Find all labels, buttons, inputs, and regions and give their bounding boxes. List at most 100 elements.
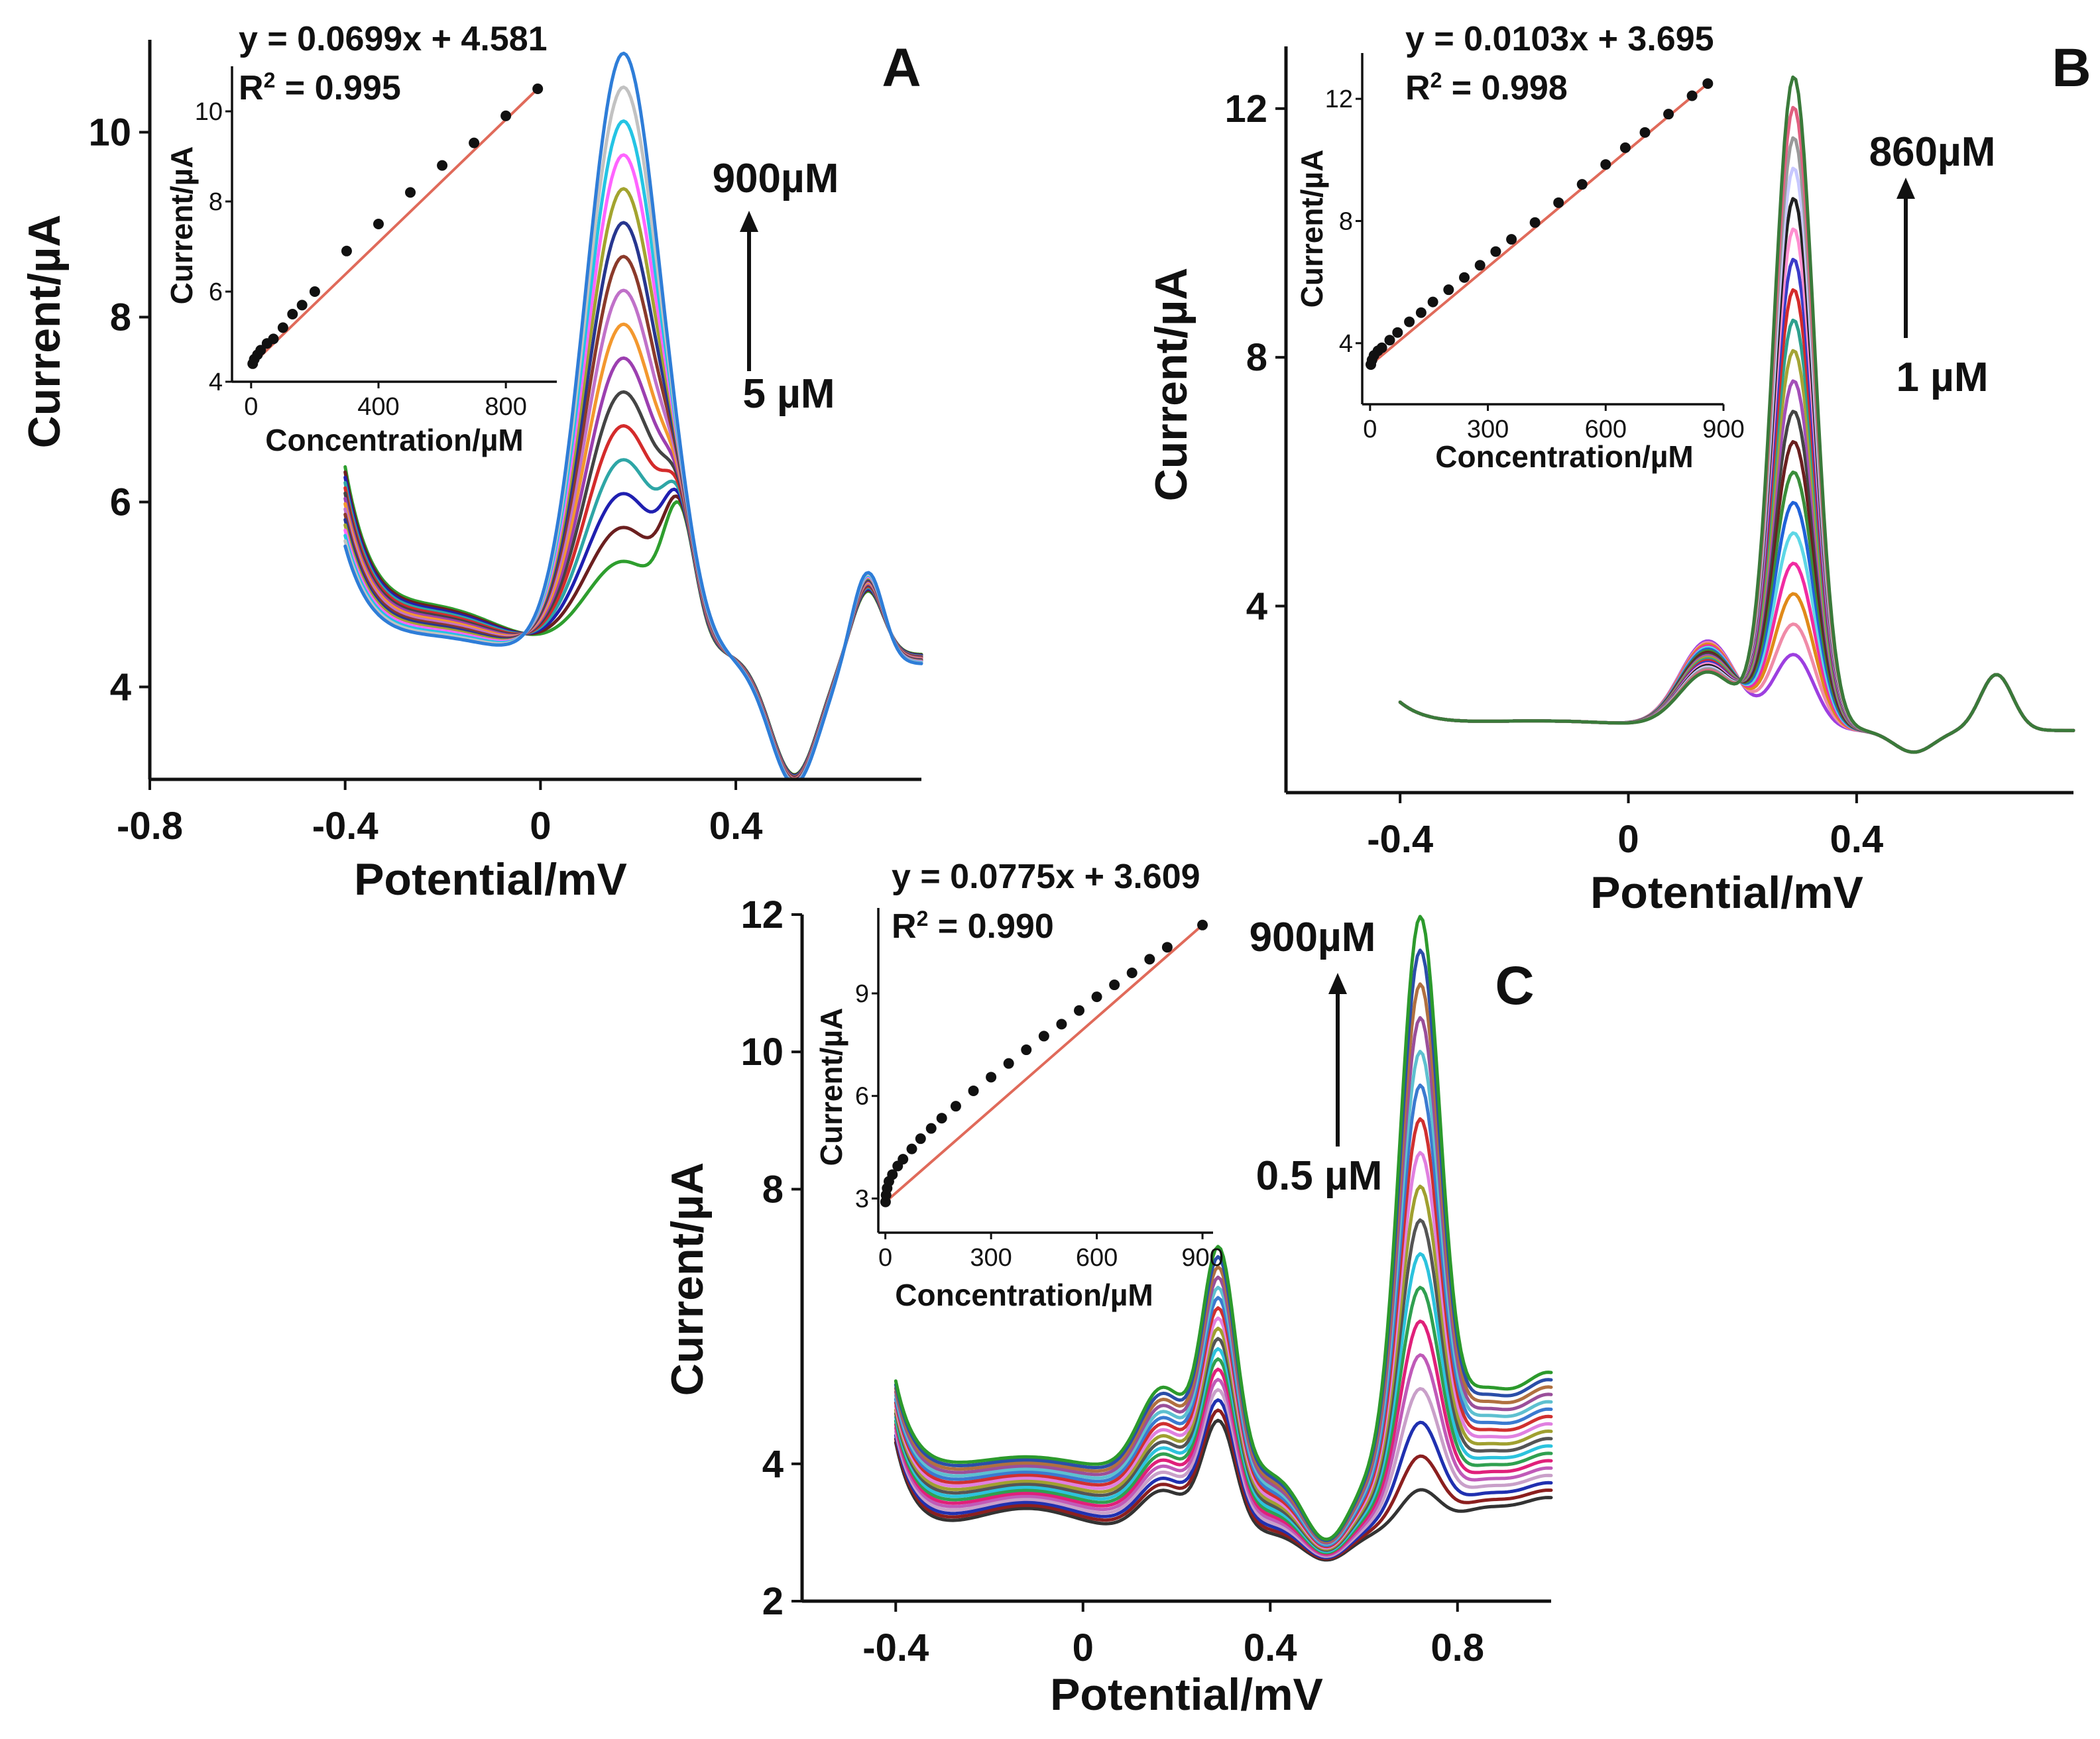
panel-a-ticks: -0.8 -0.4 0 0.4 4 6 8 10 [88, 111, 762, 848]
panel-c-curve [894, 915, 1553, 1542]
panel-b-arrow-head [1896, 178, 1915, 199]
panel-a-inset-equation: y = 0.0699x + 4.581 [239, 20, 548, 58]
panel-a-curve [343, 51, 923, 781]
inset-data-point [925, 1123, 937, 1134]
panel-b-inset-background [1356, 66, 1727, 404]
y-tick-label: 4 [1246, 585, 1267, 628]
inset-data-point [1126, 968, 1138, 978]
inset-data-point [898, 1154, 909, 1165]
inset-y-tick-label: 6 [209, 278, 223, 306]
inset-data-point [277, 322, 288, 333]
panel-b-inset-points [1366, 78, 1714, 370]
panel-b-inset-r2-value: = 0.998 [1442, 69, 1567, 107]
panel-c-curve [894, 1319, 1553, 1556]
inset-data-point [1384, 335, 1395, 346]
inset-data-point [1702, 78, 1714, 89]
inset-data-point [1639, 127, 1651, 138]
panel-a-curve [343, 424, 923, 779]
panel-a-inset-r2: R2 = 0.995 [239, 68, 401, 107]
inset-x-tick-label: 400 [357, 393, 399, 421]
x-tick-label: -0.4 [1367, 818, 1433, 861]
inset-y-tick-label: 4 [209, 368, 223, 396]
x-tick-label: 0 [1073, 1626, 1094, 1669]
panel-b-arrow-bottom-label: 1 µM [1896, 355, 1988, 400]
panel-b-inset-equation: y = 0.0103x + 3.695 [1405, 20, 1714, 58]
inset-data-point [1376, 342, 1387, 353]
panel-c-curve [894, 1353, 1553, 1557]
panel-c-curves [894, 915, 1553, 1562]
panel-c-ticks: -0.4 0 0.4 0.8 2 4 8 10 12 [740, 893, 1484, 1669]
inset-data-point [437, 160, 448, 171]
panel-c: -0.4 0 0.4 0.8 2 4 8 10 12 Potential/mV Current/… [662, 858, 1553, 1720]
panel-c-inset: 0 300 600 900 3 6 9 y = 0.0775x + 3.609 R2 = 0… [814, 858, 1224, 1312]
panel-a-curve [343, 356, 923, 781]
x-tick-label: 0 [1617, 818, 1639, 861]
inset-data-point [1427, 296, 1438, 308]
panel-c-inset-equation: y = 0.0775x + 3.609 [892, 858, 1200, 896]
panel-a-inset-points [247, 84, 544, 369]
x-tick-label: 0.4 [1244, 1626, 1297, 1669]
panel-a-arrow-bottom-label: 5 µM [742, 371, 835, 417]
y-tick-label: 10 [740, 1031, 784, 1074]
inset-y-tick-label: 8 [1339, 207, 1353, 235]
panel-b-label: B [2052, 38, 2091, 98]
panel-c-inset-x-title: Concentration/µM [895, 1278, 1153, 1312]
panel-c-curve [894, 1117, 1553, 1549]
panel-c-arrow-bottom-label: 0.5 µM [1256, 1153, 1383, 1199]
panel-b-curve [1398, 349, 2075, 754]
inset-data-point [1161, 942, 1173, 953]
inset-data-point [1197, 919, 1208, 930]
panel-c-label: C [1495, 956, 1534, 1016]
panel-b-curve [1398, 440, 2075, 754]
panel-b-ticks: -0.4 0 0.4 4 8 12 [1224, 87, 1883, 861]
panel-a-x-axis-title: Potential/mV [354, 854, 627, 905]
inset-fit-line [251, 87, 539, 365]
panel-c-curve [894, 1083, 1553, 1547]
panel-a-inset-r2-exponent: 2 [264, 68, 276, 92]
panel-c-curve [894, 1286, 1553, 1555]
inset-data-point [1576, 179, 1588, 190]
inset-data-point [950, 1101, 961, 1112]
y-tick-label: 4 [762, 1443, 784, 1486]
inset-data-point [1144, 954, 1155, 965]
inset-data-point [887, 1169, 898, 1180]
panel-c-curve [894, 1150, 1553, 1549]
x-tick-label: 0 [530, 805, 551, 848]
inset-data-point [1619, 142, 1631, 153]
inset-y-tick-label: 6 [855, 1083, 869, 1111]
inset-data-point [986, 1072, 997, 1083]
inset-data-point [936, 1113, 947, 1124]
panel-a-inset-r2-value: = 0.995 [275, 69, 400, 107]
inset-data-point [1443, 284, 1454, 296]
inset-data-point [1686, 90, 1698, 101]
inset-data-point [1091, 991, 1102, 1003]
inset-x-tick-label: 900 [1702, 416, 1744, 443]
inset-data-point [1056, 1019, 1067, 1030]
inset-x-tick-label: 600 [1076, 1244, 1118, 1272]
y-tick-label: 10 [88, 111, 131, 154]
panel-a-curves [343, 51, 923, 781]
panel-b-inset-ticks: 0 300 600 900 4 8 12 [1325, 85, 1745, 443]
panel-a-y-axis-title: Current/µA [19, 215, 70, 449]
panel-c-curve [894, 1418, 1553, 1562]
inset-data-point [268, 333, 279, 345]
x-tick-label: -0.4 [862, 1626, 929, 1669]
panel-b-inset-r2: R2 = 0.998 [1405, 68, 1568, 107]
y-tick-label: 2 [762, 1580, 784, 1623]
inset-data-point [1663, 109, 1674, 120]
inset-data-point [255, 345, 266, 356]
inset-data-point [1553, 197, 1564, 208]
inset-y-tick-label: 10 [195, 98, 223, 126]
inset-data-point [1600, 159, 1611, 170]
inset-y-tick-label: 9 [855, 980, 869, 1008]
inset-data-point [287, 309, 298, 319]
y-tick-label: 8 [1246, 336, 1267, 379]
panel-b-inset-y-title: Current/µA [1295, 150, 1329, 308]
panel-c-inset-points [880, 919, 1208, 1207]
panel-c-curve [894, 1252, 1553, 1553]
inset-x-tick-label: 800 [485, 393, 526, 421]
x-tick-label: 0.8 [1430, 1626, 1484, 1669]
panel-c-inset-y-title: Current/µA [814, 1008, 848, 1166]
